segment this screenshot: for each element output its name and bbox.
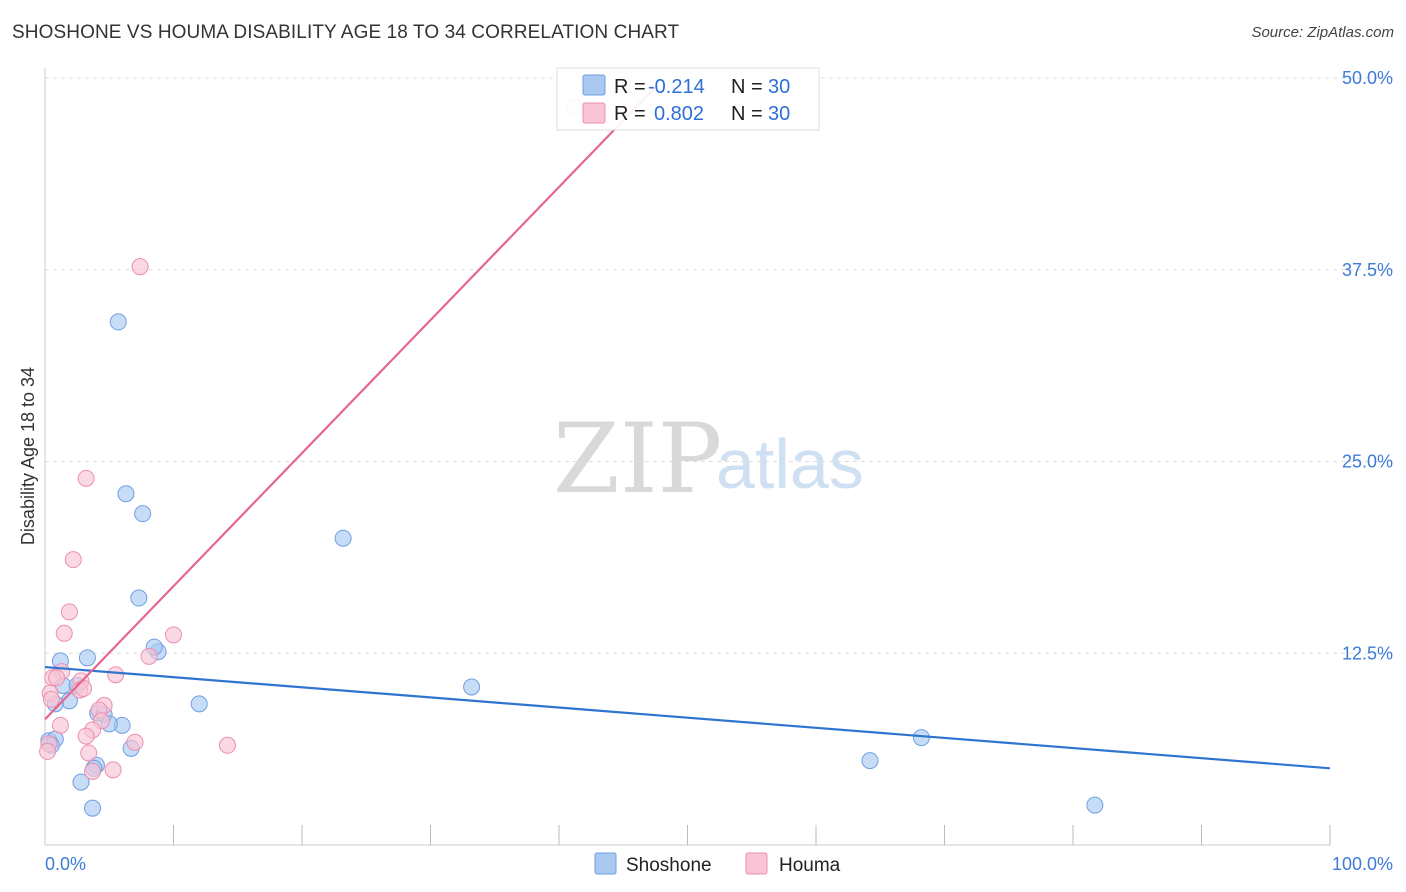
y-tick-label: 12.5% bbox=[1342, 643, 1393, 663]
x-tick-label: 0.0% bbox=[45, 854, 86, 874]
shoshone-point bbox=[78, 649, 96, 667]
legend: Shoshone Houma bbox=[594, 852, 841, 876]
x-tick-label: 100.0% bbox=[1332, 854, 1393, 874]
y-tick-label: 37.5% bbox=[1342, 260, 1393, 280]
x-tick-labels: 0.0% 100.0% bbox=[45, 854, 1393, 874]
houma-point bbox=[75, 680, 93, 698]
houma-point bbox=[55, 624, 73, 642]
data-points bbox=[39, 98, 1104, 817]
houma-point bbox=[218, 736, 236, 754]
houma-point bbox=[48, 669, 66, 687]
houma-point bbox=[84, 762, 102, 780]
legend-houma-label: Houma bbox=[779, 855, 841, 876]
stats-houma-swatch bbox=[582, 102, 606, 124]
shoshone-point bbox=[72, 773, 90, 791]
shoshone-point bbox=[109, 313, 127, 331]
stats-shoshone-r-label: R = bbox=[614, 76, 646, 98]
houma-point bbox=[42, 690, 60, 708]
legend-shoshone-swatch bbox=[594, 852, 617, 875]
houma-point bbox=[64, 551, 82, 569]
stats-houma-n-label: N = bbox=[731, 103, 763, 125]
legend-shoshone-label: Shoshone bbox=[626, 855, 712, 876]
shoshone-point bbox=[130, 589, 148, 607]
chart-source: Source: ZipAtlas.com bbox=[1251, 24, 1394, 41]
stats-shoshone-swatch bbox=[582, 74, 606, 96]
shoshone-point bbox=[1086, 796, 1104, 814]
trendlines bbox=[44, 86, 1331, 770]
y-tick-label: 50.0% bbox=[1342, 68, 1393, 88]
shoshone-point bbox=[861, 752, 879, 770]
shoshone-point bbox=[84, 799, 102, 817]
houma-trendline bbox=[44, 86, 657, 720]
gridlines bbox=[45, 77, 1393, 654]
houma-point bbox=[107, 666, 125, 684]
houma-point bbox=[51, 716, 69, 734]
shoshone-point bbox=[134, 505, 152, 523]
stats-shoshone-n-label: N = bbox=[731, 76, 763, 98]
shoshone-point bbox=[463, 678, 481, 696]
houma-point bbox=[77, 469, 95, 487]
y-tick-label: 25.0% bbox=[1342, 452, 1393, 472]
houma-point bbox=[140, 647, 158, 665]
stats-box: R = -0.214 N = 30 R = 0.802 N = 30 bbox=[556, 67, 820, 131]
chart-title: SHOSHONE VS HOUMA DISABILITY AGE 18 TO 3… bbox=[12, 22, 680, 43]
shoshone-trendline bbox=[44, 665, 1331, 770]
houma-point bbox=[60, 603, 78, 621]
shoshone-point bbox=[190, 695, 208, 713]
y-tick-labels: 12.5% 25.0% 37.5% 50.0% bbox=[1342, 68, 1393, 663]
stats-houma-n-value: 30 bbox=[768, 103, 790, 125]
houma-point bbox=[126, 733, 144, 751]
houma-point bbox=[131, 258, 149, 276]
houma-point bbox=[77, 727, 95, 745]
axes bbox=[44, 68, 1331, 846]
watermark-zip: ZIP bbox=[553, 403, 722, 515]
stats-houma-r-value: 0.802 bbox=[654, 103, 704, 125]
houma-point bbox=[80, 744, 98, 762]
houma-point bbox=[39, 742, 57, 760]
shoshone-point bbox=[117, 485, 135, 503]
watermark-atlas: atlas bbox=[716, 425, 864, 503]
stats-shoshone-r-value: -0.214 bbox=[648, 76, 705, 98]
y-axis-title: Disability Age 18 to 34 bbox=[18, 367, 38, 545]
watermark: ZIP atlas bbox=[553, 403, 864, 515]
legend-houma-swatch bbox=[745, 852, 768, 875]
houma-point bbox=[104, 761, 122, 779]
shoshone-point bbox=[334, 529, 352, 547]
stats-shoshone-n-value: 30 bbox=[768, 76, 790, 98]
houma-point bbox=[165, 626, 182, 644]
stats-houma-r-label: R = bbox=[614, 103, 646, 125]
